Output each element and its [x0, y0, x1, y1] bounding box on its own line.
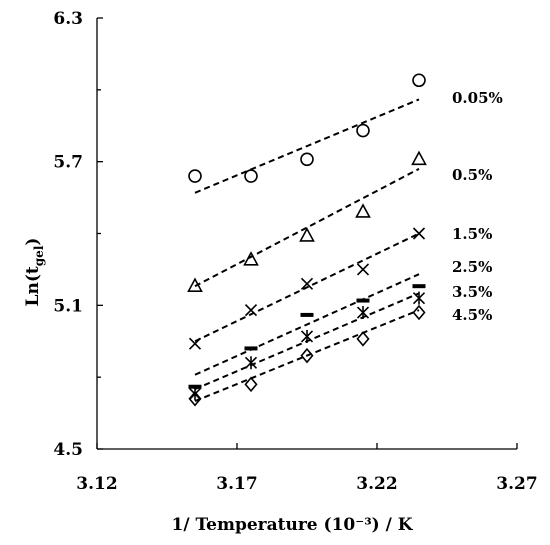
y-axis-title-open: (t	[23, 266, 43, 282]
diamond-marker-shape	[412, 304, 426, 321]
dash-marker-shape	[356, 298, 370, 303]
series-label: 0.05%	[452, 89, 503, 107]
dash-marker	[300, 312, 314, 317]
x-tick-label: 3.22	[356, 474, 397, 494]
diamond-marker-shape	[244, 376, 258, 393]
circle-marker-shape	[244, 169, 258, 183]
x-marker	[356, 263, 370, 276]
triangle-marker-shape	[411, 150, 427, 166]
triangle-marker-shape	[355, 203, 371, 218]
triangle-marker-shape	[187, 277, 203, 292]
asterisk-marker	[244, 356, 258, 370]
triangle-marker	[243, 251, 259, 266]
diamond-marker-shape	[188, 390, 202, 407]
circle-marker	[244, 169, 258, 183]
x-marker	[188, 337, 202, 350]
y-tick-label: 5.7	[53, 153, 83, 173]
x-marker	[300, 277, 314, 290]
triangle-marker-shape	[243, 251, 259, 266]
circle-marker-shape	[188, 169, 202, 183]
data-points	[187, 73, 427, 407]
x-marker-stroke	[356, 263, 370, 276]
triangle-marker	[187, 277, 203, 292]
trend-line	[194, 309, 420, 403]
series-label: 3.5%	[452, 283, 492, 301]
circle-marker-shape	[356, 123, 370, 138]
dash-marker-shape	[300, 312, 314, 317]
series-label: 1.5%	[452, 225, 492, 243]
trend-lines	[194, 98, 420, 403]
circle-marker-shape	[412, 73, 426, 88]
x-axis-title: 1/ Temperature (10⁻³) / K	[171, 515, 413, 535]
x-marker-stroke	[244, 304, 258, 317]
asterisk-marker	[356, 306, 370, 320]
circle-marker	[412, 73, 426, 88]
trend-line	[194, 167, 420, 288]
y-axis-title: Ln(tgel)	[23, 238, 46, 307]
trend-line	[194, 273, 420, 376]
triangle-marker	[299, 227, 315, 242]
dash-marker-shape	[244, 346, 258, 351]
dash-marker-shape	[412, 284, 426, 289]
circle-marker-shape	[300, 152, 314, 167]
dash-marker	[412, 284, 426, 289]
series-label: 2.5%	[452, 258, 492, 276]
y-tick-label: 6.3	[53, 9, 83, 29]
y-axis-title-main: Ln	[23, 282, 43, 306]
trend-line	[194, 98, 420, 194]
triangle-marker-shape	[299, 227, 315, 242]
x-tick-label: 3.12	[76, 474, 117, 494]
x-tick-label: 3.27	[496, 474, 537, 494]
series-label: 4.5%	[452, 306, 492, 324]
diamond-marker	[300, 347, 314, 364]
triangle-marker	[355, 203, 371, 218]
y-tick-label: 5.1	[53, 296, 83, 316]
circle-marker	[356, 123, 370, 138]
asterisk-marker	[412, 291, 426, 305]
diamond-marker	[188, 390, 202, 407]
axis-ticks: 3.12 3.17 3.22 3.27 4.5 5.1 5.7 6.3	[53, 9, 537, 494]
dash-marker-shape	[188, 384, 202, 389]
circle-marker	[300, 152, 314, 167]
y-axis-title-close: )	[23, 238, 43, 246]
series-label: 0.5%	[452, 166, 492, 184]
x-marker-stroke	[300, 277, 314, 290]
dash-marker	[356, 298, 370, 303]
x-marker	[244, 304, 258, 317]
trend-line	[194, 232, 420, 343]
dash-marker	[188, 384, 202, 389]
x-marker	[412, 227, 426, 240]
diamond-marker	[356, 331, 370, 347]
diamond-marker-shape	[356, 331, 370, 347]
x-tick-label: 3.17	[216, 474, 257, 494]
x-marker-stroke	[188, 337, 202, 350]
asterisk-marker	[300, 329, 314, 343]
diamond-marker	[412, 304, 426, 321]
x-marker-stroke	[412, 227, 426, 240]
triangle-marker	[411, 150, 427, 166]
diamond-marker	[244, 376, 258, 393]
y-tick-label: 4.5	[53, 440, 83, 460]
y-axis-title-sub: gel	[32, 245, 46, 266]
diamond-marker-shape	[300, 347, 314, 364]
circle-marker	[188, 169, 202, 183]
series-labels: 0.05% 0.5% 1.5% 2.5% 3.5% 4.5%	[452, 89, 503, 324]
dash-marker	[244, 346, 258, 351]
asterisk-marker	[188, 387, 202, 401]
